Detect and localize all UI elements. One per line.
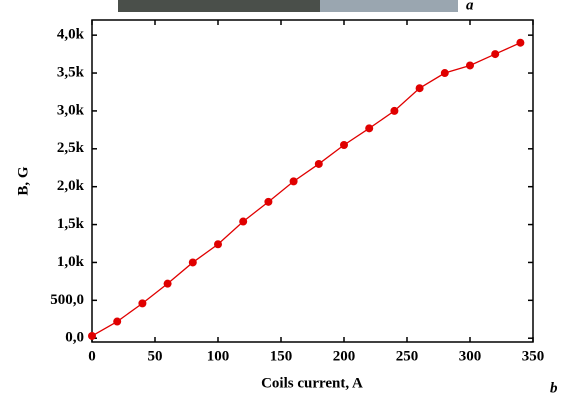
- x-tick-label: 250: [396, 348, 419, 364]
- x-tick-label: 100: [207, 348, 230, 364]
- y-tick-label: 3,0k: [57, 102, 85, 118]
- data-point: [88, 331, 96, 340]
- y-tick-label: 1,0k: [57, 254, 85, 270]
- x-tick-label: 150: [270, 348, 293, 364]
- series-line: [91, 42, 521, 337]
- data-point: [516, 38, 525, 47]
- y-axis-title: B, G: [15, 166, 31, 196]
- x-tick-label: 50: [148, 348, 163, 364]
- photo-strip: [320, 0, 458, 12]
- data-point: [466, 61, 474, 70]
- data-point: [340, 141, 348, 150]
- y-tick-label: 0,0: [65, 330, 84, 346]
- y-tick-label: 2,5k: [57, 140, 85, 156]
- y-tick-label: 4,0k: [57, 27, 85, 43]
- y-tick-label: 1,5k: [57, 216, 85, 232]
- x-tick-label: 200: [333, 348, 356, 364]
- panel-label: a: [466, 0, 474, 13]
- x-tick-label: 350: [522, 348, 545, 364]
- data-point: [163, 279, 172, 288]
- x-tick-label: 0: [88, 348, 96, 364]
- data-point: [113, 317, 122, 326]
- plot-frame: [91, 19, 534, 343]
- data-point: [214, 240, 222, 249]
- data-point: [440, 69, 449, 78]
- data-point: [188, 258, 197, 267]
- data-point: [138, 299, 147, 308]
- data-point: [314, 159, 323, 168]
- data-point: [415, 84, 424, 93]
- x-axis-title: Coils current, A: [261, 375, 363, 391]
- x-tick-label: 300: [459, 348, 482, 364]
- y-tick-label: 2,0k: [57, 178, 85, 194]
- data-point: [264, 197, 273, 206]
- data-point: [365, 124, 374, 133]
- data-point: [239, 217, 248, 226]
- data-point: [390, 106, 399, 115]
- data-point: [491, 50, 500, 59]
- y-tick-label: 3,5k: [57, 64, 85, 80]
- panel-label: b: [550, 380, 558, 396]
- data-point: [289, 177, 298, 186]
- y-tick-label: 500,0: [50, 292, 84, 308]
